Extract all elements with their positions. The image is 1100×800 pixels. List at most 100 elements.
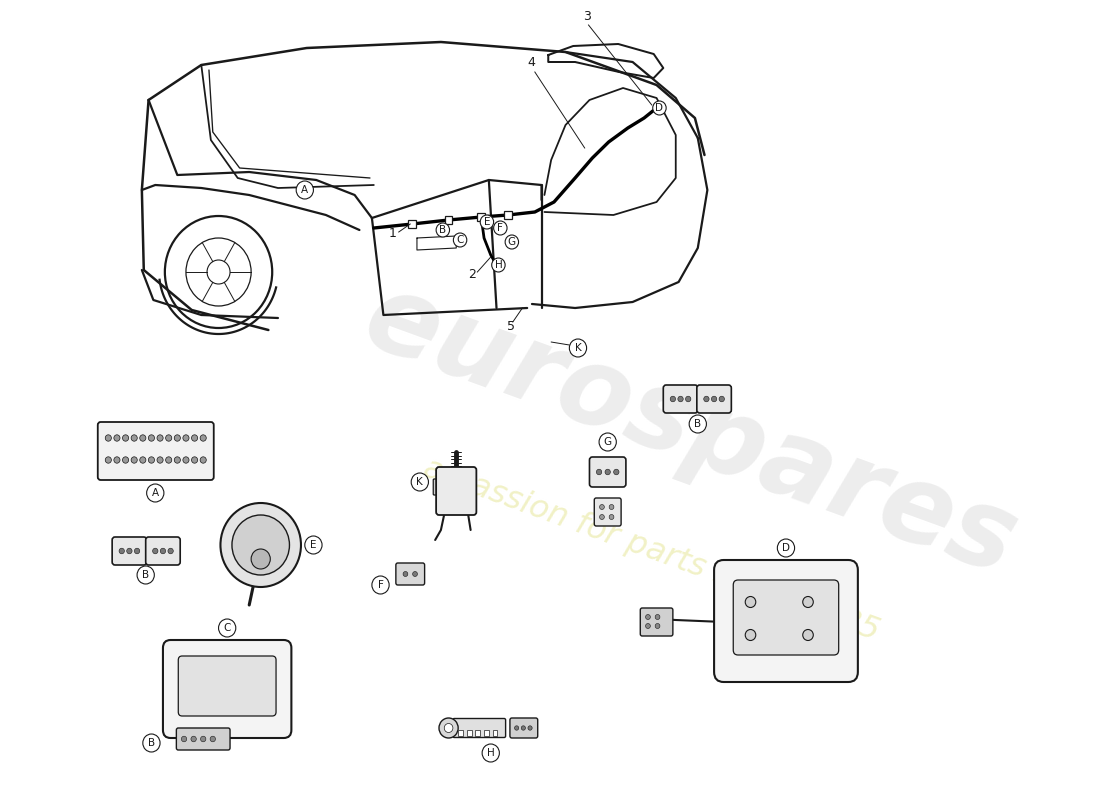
Circle shape (609, 505, 614, 510)
FancyBboxPatch shape (453, 718, 506, 738)
Circle shape (453, 233, 466, 247)
Circle shape (494, 221, 507, 235)
Circle shape (148, 434, 154, 442)
Bar (466, 730, 472, 736)
Circle shape (521, 726, 526, 730)
Circle shape (481, 215, 494, 229)
Bar (408, 220, 416, 228)
Bar (444, 216, 452, 224)
FancyBboxPatch shape (663, 385, 697, 413)
Text: 4: 4 (527, 56, 535, 69)
Circle shape (444, 723, 453, 733)
Text: E: E (310, 540, 317, 550)
FancyBboxPatch shape (176, 728, 230, 750)
FancyBboxPatch shape (734, 580, 838, 655)
Circle shape (614, 469, 619, 475)
Circle shape (600, 514, 604, 519)
Text: B: B (439, 225, 447, 235)
FancyBboxPatch shape (510, 718, 538, 738)
Circle shape (528, 726, 532, 730)
Text: 1: 1 (389, 227, 397, 240)
Text: A: A (152, 488, 158, 498)
FancyBboxPatch shape (594, 498, 621, 526)
FancyBboxPatch shape (640, 608, 673, 636)
Circle shape (191, 736, 196, 742)
Text: E: E (484, 217, 491, 227)
Circle shape (183, 434, 189, 442)
Circle shape (372, 576, 389, 594)
Circle shape (119, 548, 124, 554)
Circle shape (719, 396, 725, 402)
Circle shape (803, 630, 813, 641)
Text: G: G (508, 237, 516, 247)
Text: a passion for parts since 1985: a passion for parts since 1985 (419, 453, 884, 647)
Circle shape (200, 434, 207, 442)
Circle shape (210, 736, 216, 742)
Text: A: A (301, 185, 308, 195)
Circle shape (106, 457, 111, 463)
Circle shape (251, 549, 271, 569)
Circle shape (157, 457, 163, 463)
Bar (484, 730, 488, 736)
Text: B: B (147, 738, 155, 748)
Circle shape (166, 434, 172, 442)
Circle shape (153, 548, 158, 554)
Circle shape (505, 235, 518, 249)
Circle shape (412, 571, 417, 577)
Text: 5: 5 (507, 320, 515, 333)
Circle shape (745, 630, 756, 641)
Circle shape (140, 457, 146, 463)
Text: K: K (574, 343, 582, 353)
Circle shape (646, 623, 650, 629)
Circle shape (146, 484, 164, 502)
Circle shape (157, 434, 163, 442)
Circle shape (200, 736, 206, 742)
Circle shape (492, 258, 505, 272)
Circle shape (652, 101, 667, 115)
Circle shape (646, 614, 650, 619)
FancyBboxPatch shape (396, 563, 425, 585)
Circle shape (704, 396, 710, 402)
Circle shape (596, 469, 602, 475)
Circle shape (803, 597, 813, 607)
Circle shape (656, 623, 660, 629)
Circle shape (515, 726, 519, 730)
Circle shape (131, 434, 138, 442)
Text: H: H (487, 748, 495, 758)
Circle shape (140, 434, 146, 442)
Circle shape (106, 434, 111, 442)
Circle shape (482, 744, 499, 762)
Circle shape (403, 571, 408, 577)
Bar (475, 730, 481, 736)
Text: 2: 2 (468, 268, 475, 281)
Circle shape (134, 548, 140, 554)
Circle shape (296, 181, 314, 199)
Circle shape (182, 736, 187, 742)
Circle shape (570, 339, 586, 357)
Bar (493, 730, 497, 736)
FancyBboxPatch shape (98, 422, 213, 480)
Text: K: K (417, 477, 424, 487)
Circle shape (191, 434, 198, 442)
Text: D: D (656, 103, 663, 113)
Circle shape (690, 415, 706, 433)
Circle shape (200, 457, 207, 463)
Circle shape (168, 548, 174, 554)
Circle shape (745, 597, 756, 607)
Text: F: F (497, 223, 504, 233)
Circle shape (600, 505, 604, 510)
Circle shape (138, 566, 154, 584)
Circle shape (131, 457, 138, 463)
Bar (477, 213, 485, 221)
Text: D: D (782, 543, 790, 553)
Circle shape (600, 433, 616, 451)
Circle shape (439, 718, 459, 738)
FancyBboxPatch shape (112, 537, 146, 565)
Text: 3: 3 (583, 10, 591, 23)
Circle shape (220, 503, 301, 587)
Circle shape (670, 396, 675, 402)
FancyBboxPatch shape (696, 385, 732, 413)
Circle shape (712, 396, 717, 402)
Circle shape (161, 548, 166, 554)
Circle shape (219, 619, 235, 637)
